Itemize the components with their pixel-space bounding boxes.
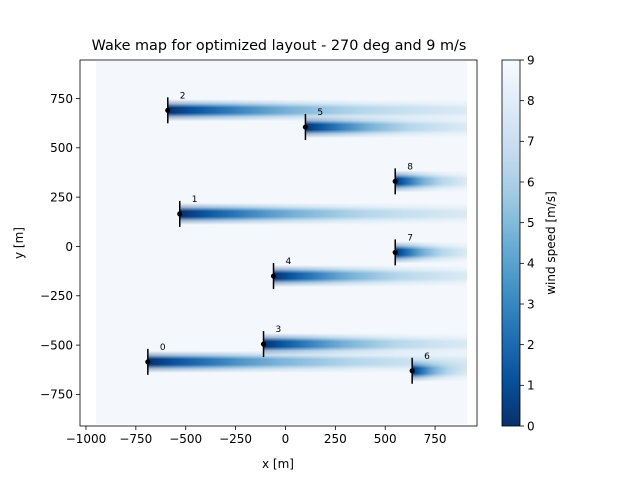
wake-7 — [395, 241, 468, 264]
wake-6 — [412, 359, 468, 382]
x-axis-label: x [m] — [262, 457, 294, 471]
colorbar-tick-label: 7 — [527, 135, 535, 149]
colorbar-tick-label: 6 — [527, 175, 535, 189]
x-tick-label: −500 — [169, 432, 202, 446]
colorbar-tick-label: 9 — [527, 53, 535, 67]
turbine-label-1: 1 — [192, 195, 198, 205]
turbine-label-3: 3 — [276, 325, 282, 335]
turbine-label-7: 7 — [407, 233, 413, 243]
chart-title: Wake map for optimized layout - 270 deg … — [92, 38, 467, 54]
x-tick-label: −1000 — [66, 432, 107, 446]
wake-5 — [305, 116, 468, 139]
y-tick-label: 500 — [50, 141, 73, 155]
turbine-marker-2 — [165, 107, 171, 113]
x-tick-label: −750 — [119, 432, 152, 446]
colorbar-gradient — [501, 59, 521, 427]
turbine-marker-8 — [392, 178, 398, 184]
turbine-label-0: 0 — [160, 343, 166, 353]
y-tick-label: 250 — [50, 190, 73, 204]
turbine-label-2: 2 — [180, 91, 186, 101]
wake-2 — [167, 99, 468, 122]
y-tick-label: −750 — [40, 388, 73, 402]
turbine-marker-0 — [145, 359, 151, 365]
colorbar-tick-label: 8 — [527, 94, 535, 108]
turbine-label-4: 4 — [286, 257, 292, 267]
wake-0 — [147, 350, 468, 373]
colorbar-tick-label: 3 — [527, 297, 535, 311]
y-axis-label: y [m] — [12, 227, 26, 259]
plot-frame — [79, 59, 478, 427]
colorbar-tick-label: 2 — [527, 338, 535, 352]
wake-field — [95, 60, 468, 425]
y-tick-label: −500 — [40, 338, 73, 352]
colorbar: 0 1 2 3 4 5 6 7 8 9 wind speed [m/s] — [501, 53, 558, 433]
colorbar-tick-label: 4 — [527, 257, 535, 271]
x-axis: −1000 −750 −500 −250 0 250 500 750 — [66, 426, 447, 446]
turbine-label-8: 8 — [407, 162, 413, 172]
x-tick-label: 0 — [282, 432, 290, 446]
y-tick-label: 0 — [65, 240, 73, 254]
wake-1 — [179, 202, 468, 225]
y-tick-label: −250 — [40, 289, 73, 303]
wake-4 — [273, 265, 468, 288]
colorbar-tick-label: 5 — [527, 216, 535, 230]
turbine-marker-4 — [270, 273, 277, 279]
turbine-marker-3 — [260, 341, 267, 347]
x-tick-label: −250 — [219, 432, 252, 446]
turbine-label-6: 6 — [424, 352, 430, 362]
turbine-marker-5 — [302, 124, 309, 130]
turbines: 0 1 2 3 4 5 6 7 8 — [145, 91, 430, 384]
y-tick-label: 750 — [50, 92, 73, 106]
turbine-marker-7 — [392, 249, 398, 255]
colorbar-tick-label: 0 — [527, 419, 535, 433]
x-tick-label: 250 — [324, 432, 347, 446]
turbine-label-5: 5 — [317, 108, 323, 118]
turbine-marker-6 — [409, 368, 415, 374]
colorbar-ticks: 0 1 2 3 4 5 6 7 8 9 — [520, 53, 535, 433]
wake-8 — [395, 170, 468, 193]
wake-3 — [263, 333, 468, 356]
colorbar-label: wind speed [m/s] — [544, 191, 558, 295]
y-axis: −750 −500 −250 0 250 500 750 — [40, 92, 80, 402]
x-tick-label: 750 — [424, 432, 447, 446]
colorbar-tick-label: 1 — [527, 379, 535, 393]
turbine-marker-1 — [177, 211, 183, 217]
x-tick-label: 500 — [374, 432, 397, 446]
